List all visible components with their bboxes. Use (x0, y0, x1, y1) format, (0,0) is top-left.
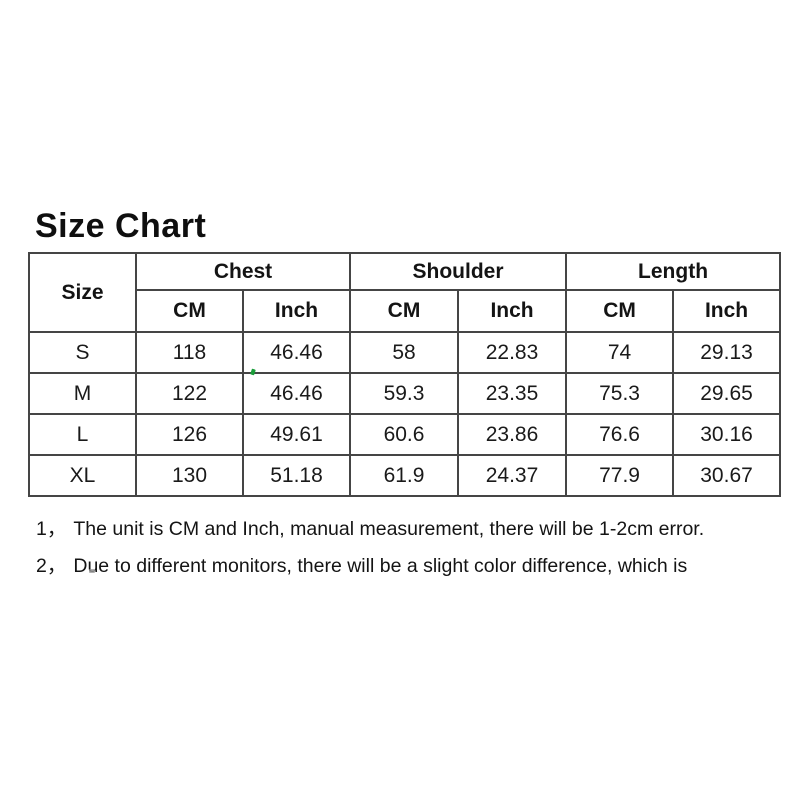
note-text: Due to different monitors, there will be… (73, 555, 688, 577)
cell-chest-inch: 46.46 (241, 331, 352, 374)
cell-length-cm: 74 (565, 331, 675, 374)
table-header-group-row: Size Chest Shoulder Length (28, 252, 782, 333)
cropped-text-artifact (89, 569, 95, 573)
notes-section: 1， The unit is CM and Inch, manual measu… (36, 512, 776, 586)
note-1: 1， The unit is CM and Inch, manual measu… (36, 512, 776, 541)
cell-length-inch: 29.65 (672, 372, 782, 415)
table-row-s: S 118 46.46 58 22.83 74 29.13 (28, 331, 782, 374)
table-row-m: M 122 46.46 59.3 23.35 75.3 29.65 (28, 372, 782, 415)
cell-shoulder-inch: 24.37 (457, 454, 568, 497)
page-title: Size Chart (35, 207, 207, 245)
cell-length-inch: 30.67 (672, 454, 782, 497)
cell-chest-inch: 51.18 (241, 454, 352, 497)
cell-shoulder-cm: 61.9 (349, 454, 460, 497)
group-header-length: Length (565, 252, 782, 291)
table-row-xl: XL 130 51.18 61.9 24.37 77.9 30.67 (28, 454, 782, 497)
cell-shoulder-cm: 59.3 (349, 372, 460, 415)
size-column-header: Size (28, 252, 137, 333)
unit-header-chest-inch: Inch (241, 289, 352, 333)
size-table: Size Chest Shoulder Length CM Inch CM In… (28, 252, 782, 497)
cell-length-inch: 29.13 (672, 331, 782, 374)
group-header-shoulder: Shoulder (349, 252, 568, 291)
group-header-chest: Chest (134, 252, 352, 291)
note-2: 2， Due to different monitors, there will… (36, 549, 776, 578)
row-size-label: XL (28, 454, 137, 497)
unit-header-length-cm: CM (565, 289, 675, 333)
table-row-l: L 126 49.61 60.6 23.86 76.6 30.16 (28, 413, 782, 456)
row-size-label: M (28, 372, 137, 415)
unit-header-shoulder-cm: CM (349, 289, 460, 333)
cell-shoulder-inch: 22.83 (457, 331, 568, 374)
note-text: The unit is CM and Inch, manual measurem… (73, 518, 705, 540)
cell-length-cm: 75.3 (565, 372, 675, 415)
cell-chest-inch: 49.61 (241, 413, 352, 456)
cell-length-cm: 77.9 (565, 454, 675, 497)
cell-chest-cm: 130 (135, 454, 244, 497)
cell-chest-inch: 46.46 (241, 372, 352, 415)
unit-header-length-inch: Inch (672, 289, 782, 333)
note-number: 2， (36, 555, 67, 577)
cell-length-inch: 30.16 (672, 413, 782, 456)
cell-shoulder-inch: 23.35 (457, 372, 568, 415)
cell-shoulder-cm: 60.6 (349, 413, 460, 456)
row-size-label: L (28, 413, 137, 456)
unit-header-chest-cm: CM (135, 289, 244, 333)
row-size-label: S (28, 331, 137, 374)
unit-header-shoulder-inch: Inch (457, 289, 568, 333)
cell-chest-cm: 126 (135, 413, 244, 456)
cell-length-cm: 76.6 (565, 413, 675, 456)
cell-chest-cm: 122 (135, 372, 244, 415)
cell-shoulder-inch: 23.86 (457, 413, 568, 456)
cell-shoulder-cm: 58 (349, 331, 460, 374)
cell-chest-cm: 118 (135, 331, 244, 374)
note-number: 1， (36, 518, 67, 540)
table-header-unit-row: CM Inch CM Inch CM Inch (29, 289, 782, 333)
